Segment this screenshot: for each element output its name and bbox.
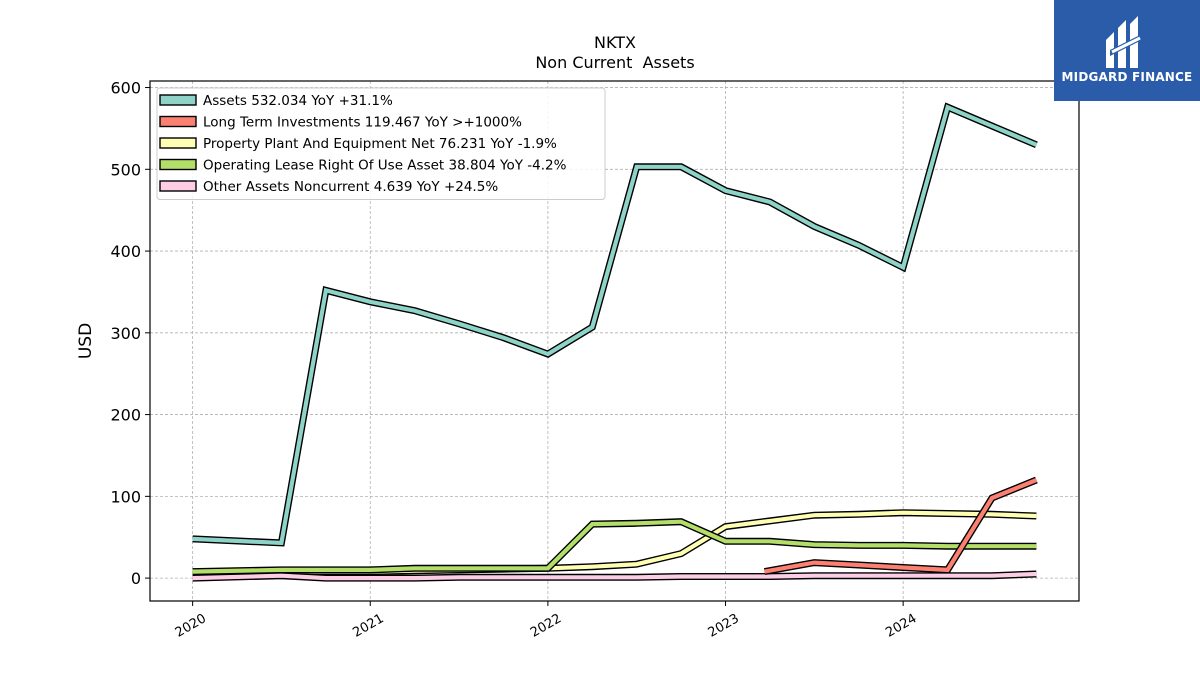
legend-label: Property Plant And Equipment Net 76.231 …	[203, 136, 557, 152]
y-tick-label: 600	[110, 79, 141, 98]
y-tick-label: 0	[131, 569, 141, 588]
series-1-line	[763, 476, 1038, 576]
legend-swatch	[159, 115, 197, 128]
logo-mark-icon	[1106, 16, 1142, 68]
legend: Assets 532.034 YoY +31.1% Long Term Inves…	[156, 87, 606, 200]
x-tick-label: 2020	[173, 611, 209, 641]
series-0-line	[192, 102, 1038, 547]
y-tick-label: 100	[110, 487, 141, 506]
series-outline	[763, 476, 1038, 576]
y-axis-label: USD	[76, 323, 96, 359]
x-tick-label: 2021	[350, 611, 386, 641]
series-stroke	[764, 478, 1038, 574]
logo-text: MIDGARD FINANCE	[1061, 70, 1193, 84]
legend-swatch	[159, 137, 197, 149]
series-stroke	[192, 571, 1037, 581]
legend-label: Operating Lease Right Of Use Asset 38.80…	[203, 158, 567, 174]
series-stroke	[192, 104, 1038, 546]
y-tick-label: 200	[110, 406, 141, 425]
y-tick-label: 400	[110, 242, 141, 261]
y-tick-label: 500	[110, 160, 141, 179]
legend-box	[156, 87, 606, 200]
legend-swatch	[159, 94, 197, 106]
legend-swatch	[159, 158, 197, 171]
chart-title: NKTX	[594, 33, 636, 52]
legend-label: Long Term Investments 119.467 YoY >+1000…	[203, 115, 522, 131]
chart-subtitle: Non Current Assets	[535, 53, 694, 72]
series-4-line	[192, 570, 1037, 582]
legend-label: Assets 532.034 YoY +31.1%	[203, 93, 393, 109]
series-stroke	[192, 519, 1037, 574]
y-tick-label: 300	[110, 324, 141, 343]
plot-frame	[149, 80, 1080, 602]
x-tick-label: 2023	[706, 611, 742, 641]
x-tick-label: 2024	[883, 611, 919, 641]
legend-swatch	[159, 180, 197, 192]
series-lines	[192, 102, 1038, 582]
brand-logo: MIDGARD FINANCE	[1054, 0, 1200, 101]
legend-label: Other Assets Noncurrent 4.639 YoY +24.5%	[203, 179, 498, 195]
x-tick-label: 2022	[528, 611, 564, 641]
series-3-line	[192, 518, 1037, 576]
